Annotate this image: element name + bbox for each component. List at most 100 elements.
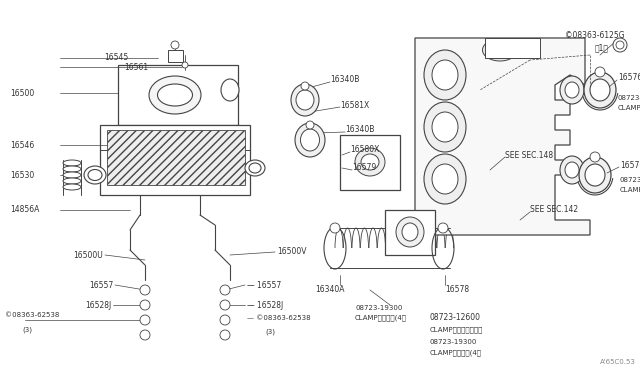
- Ellipse shape: [585, 164, 605, 186]
- Ellipse shape: [584, 72, 616, 108]
- Text: （1）: （1）: [595, 44, 609, 52]
- Circle shape: [330, 223, 340, 233]
- Ellipse shape: [221, 79, 239, 101]
- Text: 16581X: 16581X: [340, 100, 369, 109]
- Text: 08723-19300: 08723-19300: [620, 177, 640, 183]
- Bar: [340, 135, 400, 190]
- Ellipse shape: [432, 164, 458, 194]
- Text: CLAMPクランプ(4）: CLAMPクランプ(4）: [620, 187, 640, 193]
- Text: — ©08363-62538: — ©08363-62538: [247, 315, 310, 321]
- Circle shape: [220, 315, 230, 325]
- Ellipse shape: [560, 76, 584, 104]
- Text: 16580X: 16580X: [350, 145, 380, 154]
- Text: SEE SEC.148: SEE SEC.148: [505, 151, 553, 160]
- Ellipse shape: [402, 223, 418, 241]
- Ellipse shape: [149, 76, 201, 114]
- Circle shape: [301, 82, 309, 90]
- Ellipse shape: [88, 170, 102, 180]
- Text: 08723-12600: 08723-12600: [430, 314, 481, 323]
- Bar: [485, 38, 540, 58]
- Circle shape: [140, 330, 150, 340]
- Ellipse shape: [483, 39, 518, 61]
- Ellipse shape: [157, 84, 193, 106]
- Text: 16500: 16500: [10, 89, 35, 97]
- Circle shape: [171, 41, 179, 49]
- Circle shape: [590, 152, 600, 162]
- Text: CLAMPクランプ大１）: CLAMPクランプ大１）: [430, 327, 483, 333]
- Circle shape: [616, 41, 624, 49]
- Text: 16500U: 16500U: [73, 250, 103, 260]
- Ellipse shape: [579, 157, 611, 193]
- Text: — 16557: — 16557: [247, 280, 281, 289]
- Text: 14856A: 14856A: [10, 205, 40, 215]
- Text: 16576M: 16576M: [618, 74, 640, 83]
- Circle shape: [220, 300, 230, 310]
- Text: CLAMPクランプ(4）: CLAMPクランプ(4）: [618, 105, 640, 111]
- Ellipse shape: [296, 90, 314, 110]
- Ellipse shape: [432, 60, 458, 90]
- Ellipse shape: [63, 172, 81, 178]
- Bar: [107, 130, 245, 185]
- Ellipse shape: [560, 156, 584, 184]
- Polygon shape: [118, 65, 238, 125]
- Ellipse shape: [63, 184, 81, 190]
- Ellipse shape: [63, 166, 81, 172]
- Text: 08723-19300: 08723-19300: [430, 339, 477, 345]
- Ellipse shape: [424, 154, 466, 204]
- Circle shape: [220, 330, 230, 340]
- Ellipse shape: [291, 84, 319, 116]
- Ellipse shape: [361, 154, 379, 170]
- Text: ©08363-62538: ©08363-62538: [5, 312, 60, 318]
- Ellipse shape: [396, 217, 424, 247]
- Ellipse shape: [84, 166, 106, 184]
- Text: 16340B: 16340B: [345, 125, 374, 135]
- Ellipse shape: [295, 123, 325, 157]
- Bar: [168, 50, 183, 62]
- Ellipse shape: [63, 160, 81, 166]
- Text: 16340A: 16340A: [315, 285, 344, 295]
- Text: 16340B: 16340B: [330, 76, 360, 84]
- Text: 16528J: 16528J: [84, 301, 111, 310]
- Text: 16561: 16561: [124, 62, 148, 71]
- Text: (3): (3): [265, 329, 275, 335]
- Circle shape: [220, 285, 230, 295]
- Text: 08723-19300: 08723-19300: [618, 95, 640, 101]
- Circle shape: [140, 300, 150, 310]
- Text: 16546: 16546: [10, 141, 35, 150]
- Polygon shape: [415, 38, 590, 235]
- Ellipse shape: [245, 160, 265, 176]
- Text: 16577M: 16577M: [620, 160, 640, 170]
- Ellipse shape: [432, 112, 458, 142]
- Ellipse shape: [565, 82, 579, 98]
- Text: SEE SEC.142: SEE SEC.142: [530, 205, 578, 215]
- Text: 16579: 16579: [352, 164, 376, 173]
- Ellipse shape: [301, 129, 319, 151]
- Circle shape: [613, 38, 627, 52]
- Text: CLAMPクランプ(4）: CLAMPクランプ(4）: [430, 350, 482, 356]
- Text: CLAMPクランプ(4）: CLAMPクランプ(4）: [355, 315, 407, 321]
- Polygon shape: [100, 125, 250, 195]
- Circle shape: [595, 67, 605, 77]
- Text: 16578: 16578: [445, 285, 469, 295]
- Circle shape: [306, 121, 314, 129]
- Ellipse shape: [590, 79, 610, 101]
- Circle shape: [140, 315, 150, 325]
- Ellipse shape: [249, 163, 261, 173]
- Text: — 16528J: — 16528J: [247, 301, 284, 310]
- Bar: [385, 210, 435, 255]
- Text: ©08363-6125G: ©08363-6125G: [565, 31, 625, 39]
- Text: 08723-19300: 08723-19300: [355, 305, 403, 311]
- Text: A'65C0.53: A'65C0.53: [600, 359, 636, 365]
- Ellipse shape: [63, 178, 81, 184]
- Text: 16500V: 16500V: [277, 247, 307, 257]
- Circle shape: [140, 285, 150, 295]
- Ellipse shape: [565, 162, 579, 178]
- Text: 16557: 16557: [89, 280, 113, 289]
- Circle shape: [438, 223, 448, 233]
- Ellipse shape: [424, 50, 466, 100]
- Text: 16530: 16530: [10, 170, 35, 180]
- Ellipse shape: [424, 102, 466, 152]
- Text: 16545: 16545: [104, 54, 128, 62]
- Text: (3): (3): [22, 327, 32, 333]
- Circle shape: [182, 62, 188, 68]
